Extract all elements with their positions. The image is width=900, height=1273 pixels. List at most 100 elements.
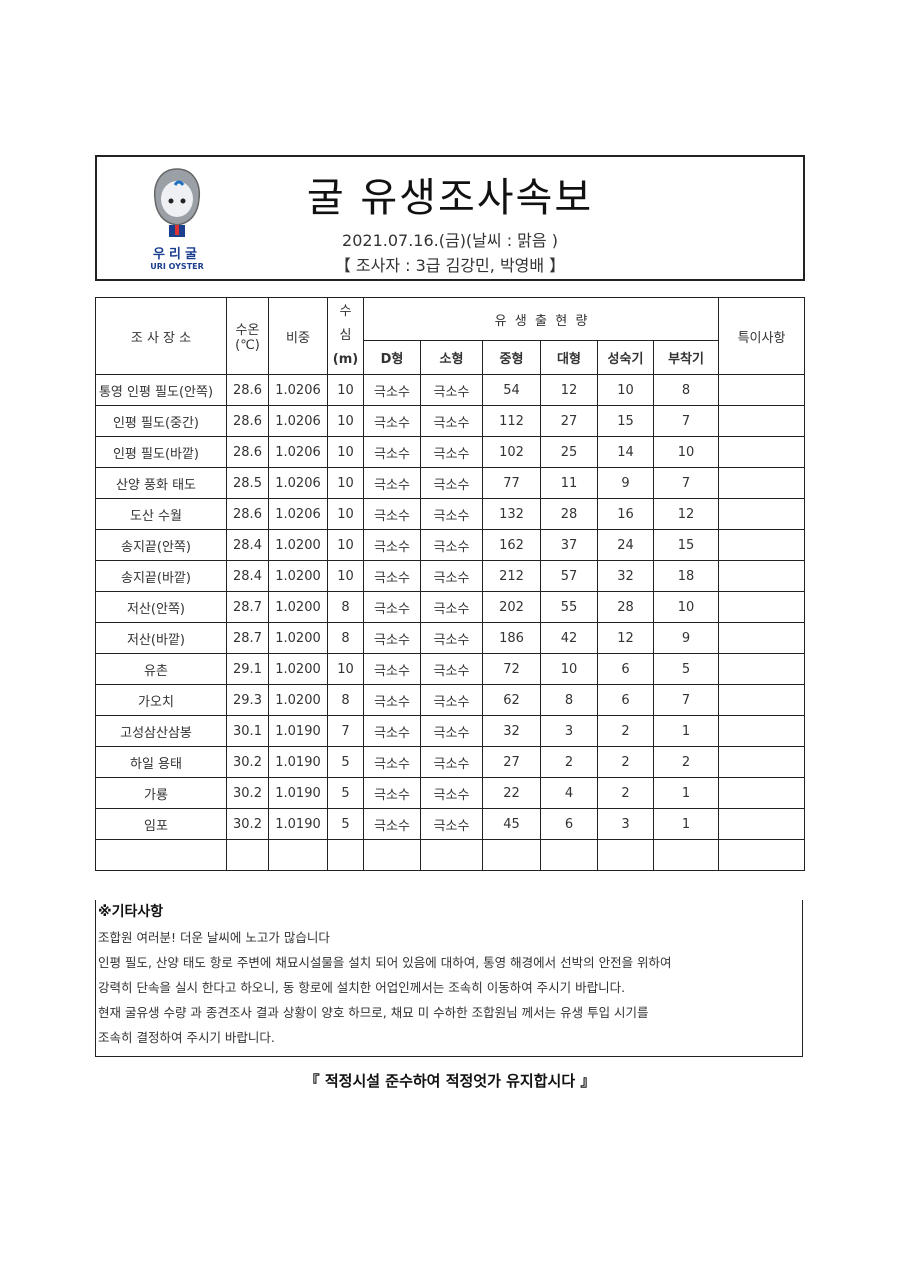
cell-mature: 6 — [597, 684, 654, 716]
cell-large: 8 — [540, 684, 598, 716]
cell-attach: 1 — [652, 808, 720, 840]
notes-heading: ※기타사항 — [98, 904, 164, 920]
table-row: 산양 풍화 태도 28.5 1.0206 10 극소수 극소수 77 11 9 7 — [95, 467, 806, 499]
cell-mature: 3 — [597, 808, 654, 840]
cell-location: 고성삼산삼봉 — [95, 715, 227, 747]
cell-large: 25 — [540, 436, 598, 468]
cell-d-type: 극소수 — [363, 374, 421, 406]
header-larvae-group: 유 생 출 현 량 — [362, 297, 720, 341]
cell-large: 10 — [540, 653, 598, 685]
cell-d-type: 극소수 — [363, 560, 421, 592]
cell-attach: 1 — [652, 777, 720, 809]
cell-water-temp: 29.1 — [226, 653, 269, 685]
cell-location: 임포 — [95, 808, 227, 840]
cell-large: 12 — [540, 374, 598, 406]
header-water-temp: 수온 (℃) — [226, 297, 269, 375]
cell-large: 28 — [540, 498, 598, 530]
cell-small: 극소수 — [420, 374, 483, 406]
cell-depth — [327, 839, 364, 871]
cell-depth: 10 — [327, 436, 364, 468]
cell-depth: 7 — [327, 715, 364, 747]
cell-remarks — [718, 498, 806, 530]
cell-remarks — [718, 374, 806, 406]
table-row: 저산(안쪽) 28.7 1.0200 8 극소수 극소수 202 55 28 10 — [95, 591, 806, 623]
header-water-temp-unit: (℃) — [235, 338, 260, 353]
cell-small: 극소수 — [420, 746, 483, 778]
cell-depth: 8 — [327, 622, 364, 654]
table-row: 임포 30.2 1.0190 5 극소수 극소수 45 6 3 1 — [95, 808, 806, 840]
cell-water-temp — [226, 839, 269, 871]
notes-line: 조속히 결정하여 주시기 바랍니다. — [98, 1030, 275, 1045]
cell-remarks — [718, 529, 806, 561]
cell-small: 극소수 — [420, 591, 483, 623]
cell-water-temp: 29.3 — [226, 684, 269, 716]
cell-attach: 2 — [652, 746, 720, 778]
cell-attach: 12 — [652, 498, 720, 530]
title-box: 우리굴 URI OYSTER 굴 유생조사속보 2021.07.16.(금)(날… — [95, 155, 805, 281]
cell-large: 42 — [540, 622, 598, 654]
cell-medium: 27 — [482, 746, 541, 778]
cell-d-type: 극소수 — [363, 591, 421, 623]
cell-depth: 10 — [327, 405, 364, 437]
cell-depth: 8 — [327, 684, 364, 716]
survey-table: 조 사 장 소 수온 (℃) 비중 수 심 (m) 유 생 출 현 량 특이사항 D형… — [95, 297, 806, 871]
cell-specific-gravity: 1.0200 — [268, 653, 328, 685]
cell-small: 극소수 — [420, 560, 483, 592]
logo-korean: 우리굴 — [153, 247, 201, 262]
cell-water-temp: 28.6 — [226, 405, 269, 437]
cell-large: 37 — [540, 529, 598, 561]
cell-specific-gravity — [268, 839, 328, 871]
cell-remarks — [718, 591, 806, 623]
cell-remarks — [718, 622, 806, 654]
cell-attach: 15 — [652, 529, 720, 561]
cell-mature: 32 — [597, 560, 654, 592]
cell-specific-gravity: 1.0190 — [268, 715, 328, 747]
cell-d-type: 극소수 — [363, 684, 421, 716]
table-row: 고성삼산삼봉 30.1 1.0190 7 극소수 극소수 32 3 2 1 — [95, 715, 806, 747]
cell-specific-gravity: 1.0200 — [268, 622, 328, 654]
cell-location: 가오치 — [95, 684, 227, 716]
oyster-mascot-icon — [153, 168, 201, 237]
cell-remarks — [718, 467, 806, 499]
cell-medium: 62 — [482, 684, 541, 716]
cell-specific-gravity: 1.0190 — [268, 746, 328, 778]
footer-slogan: 『 적정시설 준수하여 적정엇가 유지합시다 』 — [304, 1072, 596, 1090]
cell-remarks — [718, 405, 806, 437]
cell-large: 2 — [540, 746, 598, 778]
cell-large: 4 — [540, 777, 598, 809]
table-row: 가룡 30.2 1.0190 5 극소수 극소수 22 4 2 1 — [95, 777, 806, 809]
header-remarks: 특이사항 — [718, 297, 806, 375]
cell-small: 극소수 — [420, 653, 483, 685]
cell-specific-gravity: 1.0200 — [268, 560, 328, 592]
cell-mature: 9 — [597, 467, 654, 499]
cell-medium: 112 — [482, 405, 541, 437]
uri-oyster-logo: 우리굴 URI OYSTER — [137, 165, 217, 275]
cell-small: 극소수 — [420, 529, 483, 561]
cell-medium: 162 — [482, 529, 541, 561]
subheader-large: 대형 — [540, 340, 598, 375]
cell-mature: 14 — [597, 436, 654, 468]
cell-medium: 212 — [482, 560, 541, 592]
cell-attach: 7 — [652, 405, 720, 437]
cell-d-type: 극소수 — [363, 777, 421, 809]
table-row: 인평 필도(바깥) 28.6 1.0206 10 극소수 극소수 102 25 14 10 — [95, 436, 806, 468]
cell-location: 도산 수월 — [95, 498, 227, 530]
cell-large: 6 — [540, 808, 598, 840]
subheader-mature: 성숙기 — [597, 340, 654, 375]
notes-line: 강력히 단속을 실시 한다고 하오니, 동 항로에 설치한 어업인께서는 조속히… — [98, 980, 626, 995]
cell-large: 11 — [540, 467, 598, 499]
cell-mature: 12 — [597, 622, 654, 654]
header-location: 조 사 장 소 — [95, 297, 227, 375]
header-depth: 수 심 (m) — [327, 297, 364, 375]
cell-mature: 2 — [597, 777, 654, 809]
cell-location: 하일 용태 — [95, 746, 227, 778]
table-row — [95, 839, 806, 871]
table-row: 하일 용태 30.2 1.0190 5 극소수 극소수 27 2 2 2 — [95, 746, 806, 778]
cell-water-temp: 28.5 — [226, 467, 269, 499]
cell-small: 극소수 — [420, 436, 483, 468]
cell-mature: 24 — [597, 529, 654, 561]
cell-water-temp: 28.6 — [226, 498, 269, 530]
cell-small: 극소수 — [420, 622, 483, 654]
table-row: 가오치 29.3 1.0200 8 극소수 극소수 62 8 6 7 — [95, 684, 806, 716]
cell-remarks — [718, 653, 806, 685]
